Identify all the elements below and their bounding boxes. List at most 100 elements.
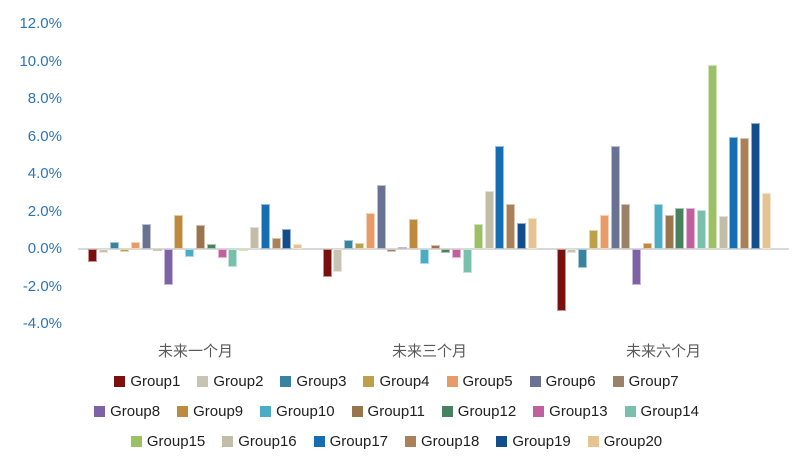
bar-group10-cat2 [419, 249, 429, 264]
legend-label: Group20 [603, 433, 663, 450]
bar-group12-cat2 [441, 249, 451, 253]
legend-item-group12: Group12 [441, 402, 517, 421]
bar-group8-cat3 [632, 249, 642, 285]
bar-group4-cat3 [588, 230, 598, 249]
legend-item-group14: Group14 [624, 402, 699, 421]
bar-group14-cat3 [696, 209, 706, 249]
legend-item-group15: Group15 [130, 432, 206, 451]
legend-swatch-icon [130, 436, 142, 447]
bar-group18-cat2 [506, 204, 516, 249]
category-label-2: 未来三个月 [391, 343, 467, 360]
legend-label: Group11 [367, 403, 425, 420]
y-axis-tick-label: 8.0% [27, 90, 62, 107]
bar-group14-cat2 [462, 249, 472, 274]
bar-group3-cat3 [578, 249, 588, 268]
legend-label: Group6 [545, 373, 596, 390]
bar-group3-cat2 [344, 239, 354, 249]
bar-group20-cat1 [293, 244, 303, 249]
bar-group7-cat1 [152, 249, 162, 251]
legend-swatch-icon [405, 436, 416, 447]
bar-group2-cat1 [98, 249, 108, 253]
legend-swatch-icon [529, 376, 541, 387]
legend-label: Group13 [549, 403, 608, 420]
legend-label: Group12 [457, 403, 517, 420]
legend-item-group19: Group19 [496, 432, 571, 451]
legend-swatch-icon [446, 376, 458, 387]
legend-swatch-icon [260, 406, 272, 417]
y-axis-tick-label: 0.0% [27, 240, 62, 257]
legend-swatch-icon [533, 406, 545, 417]
legend-swatch-icon [280, 376, 292, 387]
bar-group5-cat1 [131, 242, 141, 249]
bar-group16-cat1 [250, 226, 259, 249]
legend-label: Group15 [146, 433, 206, 450]
bar-group14-cat1 [228, 249, 238, 267]
legend-item-group10: Group10 [260, 402, 335, 421]
bar-group13-cat1 [217, 249, 227, 259]
bar-group16-cat3 [718, 216, 728, 249]
bar-group18-cat1 [271, 237, 281, 249]
legend-item-group18: Group18 [405, 432, 479, 451]
bar-group17-cat3 [729, 136, 739, 249]
bar-group13-cat3 [686, 207, 696, 249]
legend-item-group2: Group2 [197, 372, 263, 391]
legend-swatch-icon [624, 406, 636, 417]
bar-group15-cat3 [707, 65, 717, 249]
legend-item-group17: Group17 [313, 432, 388, 451]
bar-group4-cat1 [120, 249, 130, 252]
bar-group15-cat2 [473, 223, 483, 249]
bar-group1-cat1 [88, 249, 97, 263]
bar-group2-cat2 [333, 249, 343, 272]
y-axis-tick-label: 6.0% [27, 127, 62, 145]
category-label-1: 未来一个月 [157, 343, 233, 360]
bar-group15-cat1 [239, 249, 249, 251]
bar-group6-cat2 [376, 185, 386, 249]
bar-group1-cat2 [322, 249, 332, 278]
bar-group6-cat1 [142, 223, 151, 249]
bar-group20-cat3 [761, 192, 771, 249]
bar-group5-cat2 [365, 213, 375, 249]
legend-item-group4: Group4 [363, 372, 430, 391]
legend-label: Group5 [462, 373, 513, 390]
legend-swatch-icon [441, 406, 453, 417]
y-axis-tick-label: -4.0% [22, 315, 62, 332]
legend-item-group16: Group16 [222, 432, 297, 451]
legend-label: Group7 [628, 373, 679, 390]
bar-group9-cat1 [174, 215, 184, 249]
bar-group19-cat3 [750, 123, 760, 249]
legend-label: Group18 [421, 433, 480, 450]
legend-label: Group2 [213, 373, 264, 390]
legend-item-group13: Group13 [533, 402, 608, 421]
legend-label: Group3 [296, 373, 347, 390]
legend-item-group1: Group1 [114, 372, 180, 391]
x-axis-line [78, 248, 789, 250]
legend-label: Group8 [110, 403, 161, 420]
bar-group17-cat1 [260, 204, 270, 249]
bar-group19-cat1 [282, 229, 292, 249]
y-axis-tick-label: 10.0% [19, 52, 62, 70]
bar-group11-cat1 [196, 224, 205, 249]
bar-group20-cat2 [527, 218, 537, 249]
legend-swatch-icon [114, 376, 126, 387]
legend-row-3: Group15 Group16 Group17 Group18 Group19 Group… [130, 432, 663, 451]
legend-label: Group4 [379, 373, 430, 390]
bar-group18-cat3 [740, 138, 750, 249]
bar-group7-cat2 [387, 249, 397, 252]
legend-label: Group16 [238, 433, 297, 450]
legend-item-group7: Group7 [612, 372, 679, 391]
bar-group6-cat3 [610, 145, 620, 249]
bar-group3-cat1 [109, 241, 119, 249]
y-axis-tick-label: -2.0% [22, 277, 62, 295]
category-label-3: 未来六个月 [625, 343, 701, 360]
legend-label: Group14 [640, 403, 699, 420]
legend-label: Group17 [329, 433, 388, 450]
y-axis-tick-label: 4.0% [27, 165, 62, 182]
bar-group9-cat3 [642, 243, 652, 249]
bar-group13-cat2 [452, 249, 462, 259]
legend-swatch-icon [363, 376, 375, 387]
legend-swatch-icon [197, 376, 209, 387]
legend-swatch-icon [587, 436, 599, 447]
legend-item-group5: Group5 [446, 372, 513, 391]
legend-item-group6: Group6 [529, 372, 596, 391]
